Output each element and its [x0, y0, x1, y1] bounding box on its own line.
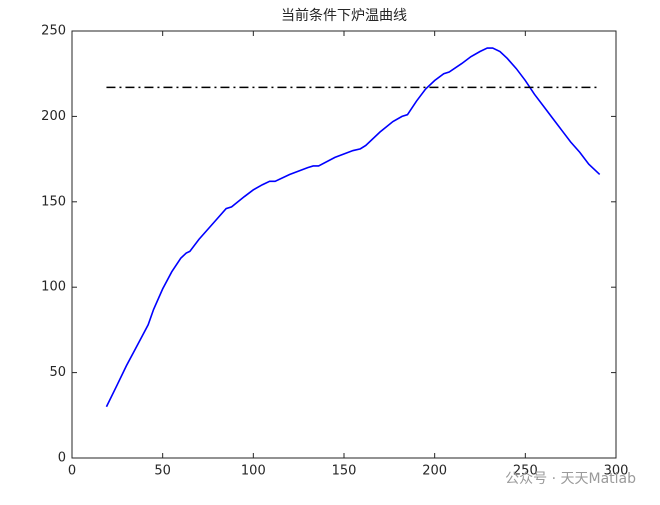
chart-title: 当前条件下炉温曲线 — [281, 7, 407, 24]
x-tick-label: 250 — [513, 464, 538, 479]
x-tick-label: 100 — [241, 464, 266, 479]
x-tick-label: 200 — [422, 464, 447, 479]
y-tick-label: 150 — [41, 194, 66, 209]
y-tick-label: 100 — [41, 280, 66, 295]
y-tick-label: 50 — [49, 365, 66, 380]
x-tick-label: 300 — [604, 464, 629, 479]
x-tick-label: 150 — [332, 464, 357, 479]
x-tick-label: 0 — [68, 464, 76, 479]
series-line — [105, 47, 601, 408]
watermark: 公众号 · 天天Matlab — [505, 471, 636, 487]
y-tick-label: 0 — [58, 451, 66, 466]
y-tick-label: 250 — [41, 24, 66, 39]
x-tick-label: 50 — [154, 464, 171, 479]
y-tick-label: 200 — [41, 109, 66, 124]
